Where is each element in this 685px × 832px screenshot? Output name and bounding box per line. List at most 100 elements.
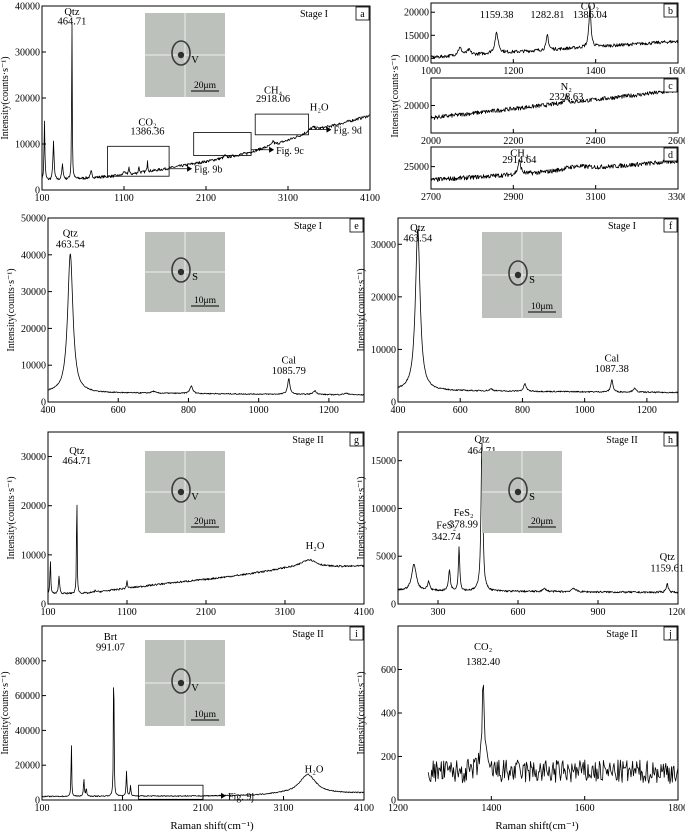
x-tick-label-d: 2900 — [503, 192, 523, 203]
y-tick-label-i: 40000 — [15, 726, 40, 737]
peak-annotation-f: Qtz — [410, 223, 426, 234]
x-tick-label-b: 1200 — [503, 66, 523, 77]
y-axis-title-a: Intensity(counts·s⁻¹) — [0, 56, 11, 139]
peak-annotation-e: Cal — [281, 355, 296, 366]
y-tick-label-e: 10000 — [21, 361, 46, 372]
peak-annotation-g: Qtz — [69, 446, 85, 457]
stage-label-j: Stage II — [606, 629, 637, 640]
peak-annotation-e: 463.54 — [56, 239, 86, 250]
x-tick-label-e: 600 — [111, 405, 126, 416]
callout-arrowhead-a — [326, 126, 332, 133]
panel-letter-d: d — [668, 150, 673, 161]
y-tick-label-h: 15000 — [371, 456, 396, 467]
y-tick-label-a: 0 — [35, 186, 40, 197]
x-tick-label-f: 1200 — [637, 405, 657, 416]
spectrum-trace-b — [430, 5, 679, 59]
panel-letter-g: g — [354, 435, 359, 446]
inclusion-outline — [508, 260, 528, 286]
y-tick-label-j: 400 — [381, 709, 396, 720]
x-tick-label-f: 1000 — [575, 405, 595, 416]
stage-label-i: Stage II — [292, 629, 323, 640]
x-tick-label-b: 1600 — [668, 66, 685, 77]
peak-annotation-d: 2914.64 — [502, 155, 537, 166]
spectrum-trace-a — [41, 23, 370, 181]
y-tick-label-b: 15000 — [404, 31, 429, 42]
peak-annotation-b: 1282.81 — [530, 10, 564, 21]
inclusion-bubble — [177, 679, 185, 687]
peak-annotation-b: CO₂ — [581, 1, 600, 12]
panel-letter-e: e — [354, 221, 359, 232]
y-tick-label-a: 30000 — [15, 48, 40, 59]
scale-bar-label: 20μm — [194, 517, 217, 527]
y-tick-label-e: 50000 — [21, 214, 46, 225]
inclusion-bubble — [514, 271, 522, 279]
spectrum-trace-g — [47, 504, 365, 595]
micrograph-inset-e: S 10μm — [145, 232, 225, 312]
y-tick-label-a: 20000 — [15, 94, 40, 105]
peak-annotation-g: H₂O — [306, 541, 325, 552]
y-tick-label-d: 25000 — [404, 162, 429, 173]
x-tick-label-d: 2700 — [421, 192, 441, 203]
callout-arrowhead-a — [269, 146, 275, 153]
scale-bar-label: 10μm — [531, 302, 554, 312]
y-tick-label-h: 0 — [391, 600, 396, 611]
peak-annotation-h: FeS₂ — [436, 521, 456, 532]
panel-letter-box-h — [663, 432, 678, 447]
stage-label-g: Stage II — [292, 435, 323, 446]
panel-letter-box-d — [663, 147, 678, 162]
y-tick-label-f: 30000 — [371, 240, 396, 251]
x-tick-label-h: 300 — [431, 607, 446, 618]
x-tick-label-e: 1000 — [249, 405, 269, 416]
panel-letter-j: j — [668, 629, 672, 640]
inclusion-outline — [171, 257, 191, 283]
y-axis-title-i: Intensity(counts·s⁻¹) — [0, 671, 11, 754]
panel-b: 1000 1200 1400 1600 10000 15000 20000 b 1159.38 1… — [404, 1, 685, 77]
x-tick-label-d: 3300 — [668, 192, 685, 203]
inclusion-type-label: V — [191, 683, 199, 694]
peak-annotation-h: FeS₂ — [454, 508, 474, 519]
y-tick-label-g: 30000 — [21, 452, 46, 463]
peak-annotation-e: Qtz — [63, 228, 79, 239]
stage-label-e: Stage I — [294, 221, 322, 232]
peak-annotation-h: 342.74 — [432, 532, 462, 543]
panel-g: 100 1100 2100 3100 4100 0 10000 20000 30000 Inten… — [6, 431, 374, 618]
y-axis-title-h: Intensity(counts·s⁻¹) — [356, 476, 367, 559]
y-tick-label-h: 10000 — [371, 504, 396, 515]
x-tick-label-c: 2000 — [421, 136, 441, 147]
micrograph-inset-g: V 20μm — [145, 451, 225, 533]
axes-frame-b — [430, 2, 679, 64]
x-tick-label-a: 1100 — [114, 193, 134, 204]
axes-frame-c — [430, 77, 679, 134]
scale-bar-label: 10μm — [194, 710, 217, 720]
y-tick-label-i: 60000 — [15, 691, 40, 702]
x-tick-label-h: 600 — [511, 607, 526, 618]
micrograph-inset-i: V 10μm — [145, 640, 225, 726]
callout-label-i: Fig. 9j — [228, 792, 254, 803]
y-tick-label-j: 200 — [381, 752, 396, 763]
y-axis-title-j: Intensity(counts·s⁻¹) — [356, 671, 367, 754]
spectrum-trace-e — [48, 253, 365, 396]
x-tick-label-c: 2600 — [668, 136, 685, 147]
y-tick-label-j: 0 — [391, 796, 396, 807]
panel-letter-box-g — [349, 432, 364, 447]
y-tick-label-a: 40000 — [15, 2, 40, 13]
peak-annotation-g: 464.71 — [62, 456, 91, 467]
spectrum-trace-c — [430, 88, 679, 120]
spectrum-trace-j — [427, 684, 679, 784]
x-tick-label-j: 1200 — [388, 803, 408, 814]
y-tick-label-c: 20000 — [404, 101, 429, 112]
callout-label-a: Fig. 9b — [194, 165, 222, 176]
panel-letter-a: a — [360, 9, 365, 20]
y-axis-title-bcd: Intensity(counts·s⁻¹) — [390, 54, 401, 137]
inclusion-outline — [171, 477, 191, 503]
x-tick-label-i: 1100 — [113, 803, 133, 814]
peak-annotation-h: 378.99 — [449, 520, 478, 531]
stage-label-f: Stage I — [608, 221, 636, 232]
x-tick-label-c: 2400 — [586, 136, 606, 147]
y-tick-label-h: 5000 — [376, 552, 396, 563]
inclusion-type-label: S — [529, 492, 535, 503]
peak-annotation-j: 1382.40 — [466, 657, 500, 668]
